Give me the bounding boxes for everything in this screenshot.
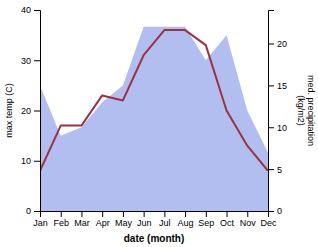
tick-label: Aug [178,218,194,228]
tick: Oct [220,211,235,228]
tick-label: 10 [277,123,287,133]
tick-label: 20 [21,106,31,116]
tick: 0 [26,206,40,216]
y-axis: 0 10 20 30 40 [21,5,41,216]
tick-mark [81,211,82,217]
tick: Jan [33,211,48,228]
tick-label: 5 [277,165,282,175]
tick-label: Jul [159,218,171,228]
tick-mark [34,111,40,112]
tick: May [115,211,133,228]
tick: Sep [198,211,214,228]
y2-axis-title-line: (kg/m2) [296,95,306,126]
axis-line [269,11,275,212]
tick-label: 0 [277,206,282,216]
tick: 10 [21,156,40,166]
y-axis-title: max temp (C) [4,83,14,138]
tick-label: Sep [198,218,214,228]
tick-mark [34,211,40,212]
tick-label: 30 [21,56,31,66]
tick: Feb [53,211,69,228]
tick-mark [206,211,207,217]
tick-mark [268,127,274,128]
x-axis: Jan Feb Mar Apr May Jun Jul Aug Sep Oct NovDec [33,211,277,228]
tick: 30 [21,56,40,66]
tick-mark [102,211,103,217]
tick-label: Feb [53,218,69,228]
tick-mark [123,211,124,217]
tick: 20 [268,39,287,49]
tick-label: Nov [240,218,257,228]
tick-mark [227,211,228,217]
tick-label: 15 [277,81,287,91]
plot: JanFebMarAprMayJunJulAugSepOctNovDec0102… [4,5,316,244]
tick-label: Dec [260,218,277,228]
tick-label: 10 [21,156,31,166]
axis-line [41,212,269,218]
tick: 0 [268,206,282,216]
tick: 10 [268,123,287,133]
tick-label: 0 [26,206,31,216]
tick-mark [61,211,62,217]
tick-mark [34,161,40,162]
tick-label: Mar [74,218,90,228]
tick-label: 40 [21,5,31,15]
tick: Jun [137,211,152,228]
tick-mark [268,169,274,170]
tick-label: Jan [33,218,48,228]
tick-label: Apr [96,218,110,228]
tick-mark [34,60,40,61]
y2-axis-title-line: med. precipitation [306,75,316,146]
tick: Aug [178,211,194,228]
line [40,30,268,171]
marks [40,27,268,211]
chart: JanFebMarAprMayJunJulAugSepOctNovDec0102… [0,0,318,247]
tick: Dec [260,211,277,228]
tick-label: Oct [220,218,235,228]
tick-mark [144,211,145,217]
tick: 40 [21,5,40,15]
tick: Mar [74,211,90,228]
tick-mark [185,211,186,217]
tick-mark [34,10,40,11]
x-axis-title: date (month) [124,233,185,244]
tick: 15 [268,81,287,91]
tick-mark [247,211,248,217]
y2-axis-title: med. precipitation(kg/m2) [296,75,316,146]
area [40,27,268,211]
tick-mark [268,44,274,45]
tick-label: May [115,218,133,228]
tick: Nov [240,211,257,228]
tick-mark [164,211,165,217]
tick-mark [268,85,274,86]
tick: Apr [96,211,110,228]
tick: 5 [268,165,282,175]
tick-label: Jun [137,218,152,228]
tick: Jul [159,211,171,228]
y2-axis: 0 5 10 15 20 [268,11,287,217]
tick-mark [268,211,274,212]
tick: 20 [21,106,40,116]
axis-line [34,11,41,212]
tick-label: 20 [277,39,287,49]
